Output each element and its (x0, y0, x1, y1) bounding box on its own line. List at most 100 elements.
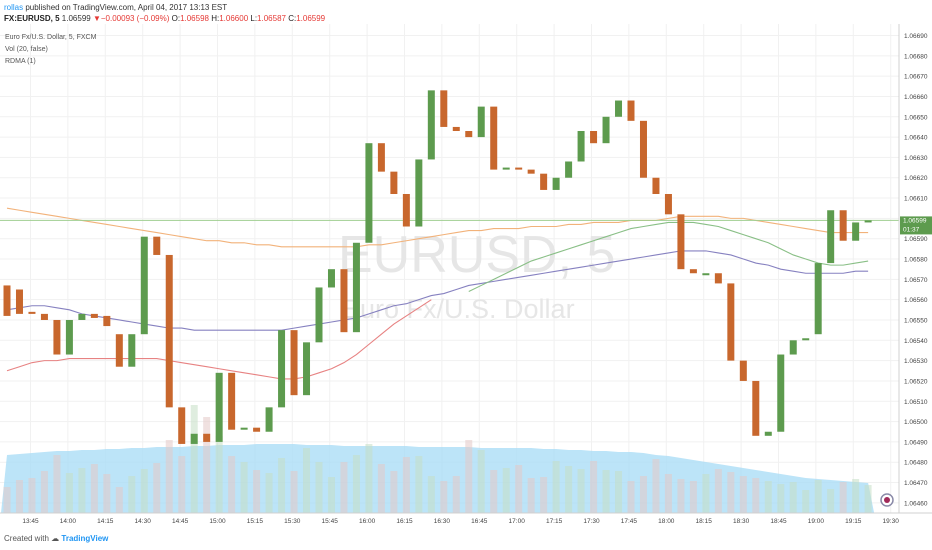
candle-up (365, 143, 373, 243)
volume-bar (540, 477, 548, 513)
volume-bar (440, 481, 448, 513)
volume-bar (652, 459, 660, 513)
candle-down (377, 143, 385, 172)
candles (3, 90, 872, 444)
candle-up (278, 330, 286, 408)
volume-bar (590, 461, 598, 513)
volume-bar (278, 458, 286, 513)
volume-bar (764, 481, 772, 513)
watermark-name: Euro Fx/U.S. Dollar (342, 294, 575, 324)
candle-down (652, 177, 660, 194)
candle-up (265, 407, 273, 432)
published-text: published on TradingView.com, April 04, … (25, 3, 228, 12)
candle-up (415, 159, 423, 227)
ma-green-line (468, 221, 869, 293)
candle-up (615, 100, 623, 117)
legend-title: Euro Fx/U.S. Dollar, 5, FXCM (5, 34, 97, 41)
price-tick-label: 1.06640 (904, 135, 928, 142)
volume-bar (203, 417, 211, 513)
tradingview-logo-icon: ☁ (51, 534, 60, 543)
candle-down (627, 100, 635, 121)
time-tick-label: 18:45 (770, 518, 787, 525)
candle-down (253, 427, 261, 432)
candle-down (540, 173, 548, 190)
time-axis[interactable]: 13:45 14:00 14:15 14:30 14:45 15:00 15:15 15:30… (22, 518, 899, 525)
time-tick-label: 19:00 (808, 518, 825, 525)
volume-bar (253, 470, 261, 513)
price-badge-bg (900, 216, 932, 235)
candle-down (228, 372, 236, 430)
volume-bar (28, 478, 36, 513)
price-tick-label: 1.06560 (904, 297, 928, 304)
price-badge: 1.06599 01:37 (900, 216, 932, 235)
legend-rdma[interactable]: RDMA (1) (5, 58, 36, 65)
candle-down (689, 269, 697, 274)
price-chart[interactable]: EURUSD, 5 Euro Fx/U.S. Dollar 1.06690 1.0… (0, 24, 932, 534)
author-link[interactable]: rollas (4, 3, 24, 12)
navigate-icon[interactable] (880, 493, 894, 507)
volume-bar (752, 478, 760, 513)
low-value: 1.06587 (257, 14, 286, 23)
candle-down (727, 283, 735, 361)
watermark-symbol: EURUSD, 5 (338, 226, 615, 284)
volume-bar (789, 482, 797, 513)
volume-bar (714, 469, 722, 513)
time-tick-label: 14:15 (97, 518, 114, 525)
candle-down (490, 106, 498, 170)
volume-bar (802, 490, 810, 513)
price-tick-label: 1.06620 (904, 175, 928, 182)
ma-purple-line (6, 250, 869, 331)
time-tick-label: 15:45 (322, 518, 339, 525)
price-tick-label: 1.06670 (904, 74, 928, 81)
candle-down (40, 313, 48, 320)
candle-up (303, 342, 311, 396)
price-axis[interactable]: 1.06690 1.06680 1.06670 1.06660 1.06650 1.066… (904, 33, 928, 507)
volume-bar (90, 464, 98, 513)
created-with-text: Created with (4, 534, 49, 543)
price-tick-label: 1.06490 (904, 439, 928, 446)
volume-bar (615, 471, 623, 513)
time-tick-label: 17:30 (583, 518, 600, 525)
time-tick-label: 17:45 (621, 518, 638, 525)
candle-down (714, 273, 722, 284)
footer: Created with ☁ TradingView (4, 534, 108, 543)
volume-bar (827, 489, 835, 513)
candle-down (165, 254, 173, 408)
price-tick-label: 1.06660 (904, 94, 928, 101)
volume-bar (303, 448, 311, 513)
volume-bar (864, 485, 872, 513)
candle-up (777, 354, 785, 432)
price-tick-label: 1.06460 (904, 500, 928, 507)
candle-down (390, 171, 398, 194)
price-tick-label: 1.06500 (904, 419, 928, 426)
candle-up (140, 236, 148, 335)
time-tick-label: 16:30 (434, 518, 451, 525)
volume-bar (577, 469, 585, 513)
candle-down (839, 210, 847, 241)
price-tick-label: 1.06540 (904, 338, 928, 345)
candle-up (477, 106, 485, 138)
candle-up (864, 220, 872, 223)
volume-bar (702, 474, 710, 513)
volume-bar (78, 468, 86, 513)
candle-up (240, 427, 248, 430)
volume-bar (527, 478, 535, 513)
volume-bar (377, 464, 385, 513)
price-tick-label: 1.06470 (904, 480, 928, 487)
time-tick-label: 17:15 (546, 518, 563, 525)
tradingview-brand[interactable]: TradingView (61, 534, 109, 543)
price-tick-label: 1.06690 (904, 33, 928, 40)
candle-up (327, 269, 335, 288)
candle-down (153, 236, 161, 255)
candle-up (352, 242, 360, 333)
volume-bar (290, 471, 298, 513)
candle-down (115, 334, 123, 367)
candle-down (53, 319, 61, 355)
legend-vol[interactable]: Vol (20, false) (5, 46, 48, 53)
price-tick-label: 1.06580 (904, 257, 928, 264)
volume-bar (639, 476, 647, 513)
time-tick-label: 14:45 (172, 518, 189, 525)
time-tick-label: 18:15 (696, 518, 713, 525)
candle-up (315, 287, 323, 343)
price-tick-label: 1.06680 (904, 53, 928, 60)
